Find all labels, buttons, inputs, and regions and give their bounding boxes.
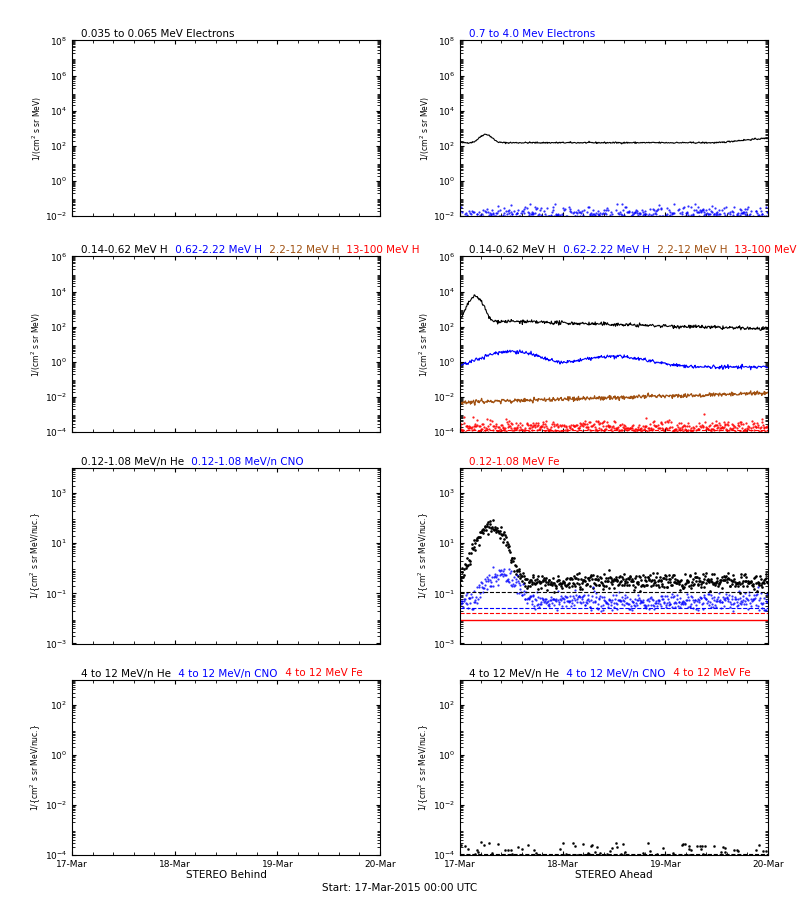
Y-axis label: 1/(cm$^2$ s sr MeV): 1/(cm$^2$ s sr MeV)	[418, 311, 431, 377]
Text: 4 to 12 MeV/n CNO: 4 to 12 MeV/n CNO	[175, 669, 278, 679]
Y-axis label: 1/$\{$cm$^2$ s sr MeV/nuc.$\}$: 1/$\{$cm$^2$ s sr MeV/nuc.$\}$	[29, 724, 43, 811]
Text: 0.62-2.22 MeV H: 0.62-2.22 MeV H	[560, 246, 650, 256]
Text: 13-100 MeV H: 13-100 MeV H	[731, 246, 800, 256]
Text: 4 to 12 MeV Fe: 4 to 12 MeV Fe	[282, 669, 362, 679]
Text: 0.14-0.62 MeV H: 0.14-0.62 MeV H	[470, 246, 556, 256]
Y-axis label: 1/(cm$^2$ s sr MeV): 1/(cm$^2$ s sr MeV)	[30, 311, 43, 377]
Text: 2.2-12 MeV H: 2.2-12 MeV H	[266, 246, 339, 256]
Y-axis label: 1/(cm$^2$ s sr MeV): 1/(cm$^2$ s sr MeV)	[30, 95, 43, 161]
Text: 2.2-12 MeV H: 2.2-12 MeV H	[654, 246, 727, 256]
Text: 0.12-1.08 MeV/n CNO: 0.12-1.08 MeV/n CNO	[188, 457, 304, 467]
Text: 13-100 MeV H: 13-100 MeV H	[343, 246, 420, 256]
Y-axis label: 1/(cm$^2$ s sr MeV): 1/(cm$^2$ s sr MeV)	[418, 95, 431, 161]
Text: 0.12-1.08 MeV/n He: 0.12-1.08 MeV/n He	[82, 457, 184, 467]
Text: 0.7 to 4.0 Mev Electrons: 0.7 to 4.0 Mev Electrons	[470, 30, 595, 40]
Text: STEREO Ahead: STEREO Ahead	[575, 869, 653, 879]
Text: 0.035 to 0.065 MeV Electrons: 0.035 to 0.065 MeV Electrons	[82, 30, 234, 40]
Text: 4 to 12 MeV Fe: 4 to 12 MeV Fe	[670, 669, 750, 679]
Text: 0.14-0.62 MeV H: 0.14-0.62 MeV H	[82, 246, 168, 256]
Text: 4 to 12 MeV/n He: 4 to 12 MeV/n He	[82, 669, 171, 679]
Text: 4 to 12 MeV/n He: 4 to 12 MeV/n He	[470, 669, 559, 679]
Text: STEREO Behind: STEREO Behind	[186, 869, 266, 879]
Text: 4 to 12 MeV/n CNO: 4 to 12 MeV/n CNO	[563, 669, 666, 679]
Text: Start: 17-Mar-2015 00:00 UTC: Start: 17-Mar-2015 00:00 UTC	[322, 883, 478, 893]
Text: 0.12-1.08 MeV Fe: 0.12-1.08 MeV Fe	[470, 457, 560, 467]
Text: 0.62-2.22 MeV H: 0.62-2.22 MeV H	[172, 246, 262, 256]
Y-axis label: 1/$\{$cm$^2$ s sr MeV/nuc.$\}$: 1/$\{$cm$^2$ s sr MeV/nuc.$\}$	[30, 512, 43, 599]
Y-axis label: 1/$\{$cm$^2$ s sr MeV/nuc.$\}$: 1/$\{$cm$^2$ s sr MeV/nuc.$\}$	[418, 512, 431, 599]
Y-axis label: 1/$\{$cm$^2$ s sr MeV/nuc.$\}$: 1/$\{$cm$^2$ s sr MeV/nuc.$\}$	[417, 724, 431, 811]
